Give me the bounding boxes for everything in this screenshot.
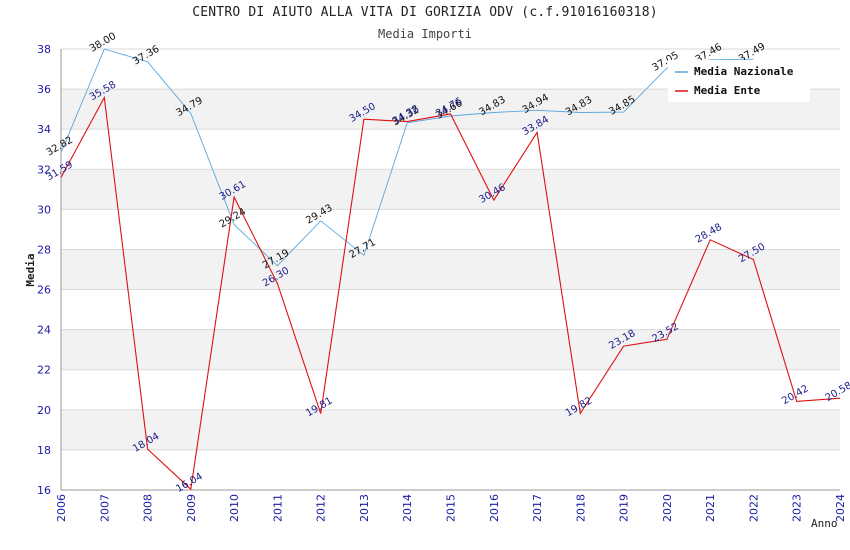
y-tick-label: 24 (37, 324, 51, 337)
x-tick-label: 2008 (142, 494, 155, 522)
x-tick-label: 2020 (661, 494, 674, 522)
x-tick-label: 2015 (445, 494, 458, 522)
x-tick-labels: 2006 2007 2008 2009 2010 2011 2012 2013 2014 2015… (55, 494, 847, 522)
grid-lines (61, 48, 840, 491)
chart-subtitle: Media Importi (378, 27, 472, 41)
x-tick-label: 2007 (98, 494, 111, 522)
y-tick-label: 22 (37, 364, 51, 377)
y-axis-label: Media (24, 253, 37, 286)
x-tick-label: 2010 (228, 494, 241, 522)
legend-label-media-nazionale: Media Nazionale (694, 65, 794, 78)
x-tick-label: 2024 (834, 494, 847, 522)
x-tick-label: 2012 (315, 494, 328, 522)
x-axis-label: Anno (811, 517, 838, 530)
series-lines (60, 48, 841, 491)
x-tick-label: 2018 (574, 494, 587, 522)
chart-title: CENTRO DI AIUTO ALLA VITA DI GORIZIA ODV… (192, 5, 658, 20)
y-tick-label: 32 (37, 163, 51, 176)
y-tick-label: 28 (37, 243, 51, 256)
y-tick-label: 20 (37, 404, 51, 417)
legend-label-media-ente: Media Ente (694, 84, 761, 97)
x-tick-label: 2017 (531, 494, 544, 522)
y-tick-label: 30 (37, 203, 51, 216)
y-tick-label: 36 (37, 83, 51, 96)
data-label: 20.58 (824, 380, 850, 404)
y-tick-label: 38 (37, 43, 51, 56)
x-tick-label: 2014 (401, 494, 414, 522)
grid-band (61, 409, 840, 450)
x-tick-label: 2023 (791, 494, 804, 522)
data-label: 16.04 (174, 471, 204, 495)
x-tick-label: 2013 (358, 494, 371, 522)
grid-band (61, 329, 840, 370)
x-tick-label: 2011 (271, 494, 284, 522)
data-label: 32.82 (45, 135, 75, 159)
y-tick-label: 34 (37, 123, 51, 136)
series-line-media-nazionale (60, 48, 754, 267)
y-tick-label: 18 (37, 444, 51, 457)
legend-box (668, 60, 810, 102)
y-tick-label: 26 (37, 284, 51, 297)
axes (60, 49, 840, 491)
x-tick-label: 2006 (55, 494, 68, 522)
legend: Media Nazionale Media Ente (668, 60, 810, 102)
data-label: 37.36 (131, 44, 161, 68)
y-tick-label: 16 (37, 484, 51, 497)
data-label: 29.24 (218, 207, 248, 231)
x-tick-label: 2019 (618, 494, 631, 522)
y-tick-labels: 16 18 20 22 24 26 28 30 32 34 36 38 (37, 43, 51, 497)
x-tick-label: 2022 (747, 494, 760, 522)
grid-band (61, 249, 840, 290)
x-tick-label: 2016 (488, 494, 501, 522)
series-line-media-ente (60, 95, 841, 491)
x-tick-label: 2021 (704, 494, 717, 522)
grid-band (61, 169, 840, 210)
data-label: 20.42 (780, 383, 810, 407)
grid-bands (61, 89, 840, 450)
x-tick-label: 2009 (185, 494, 198, 522)
